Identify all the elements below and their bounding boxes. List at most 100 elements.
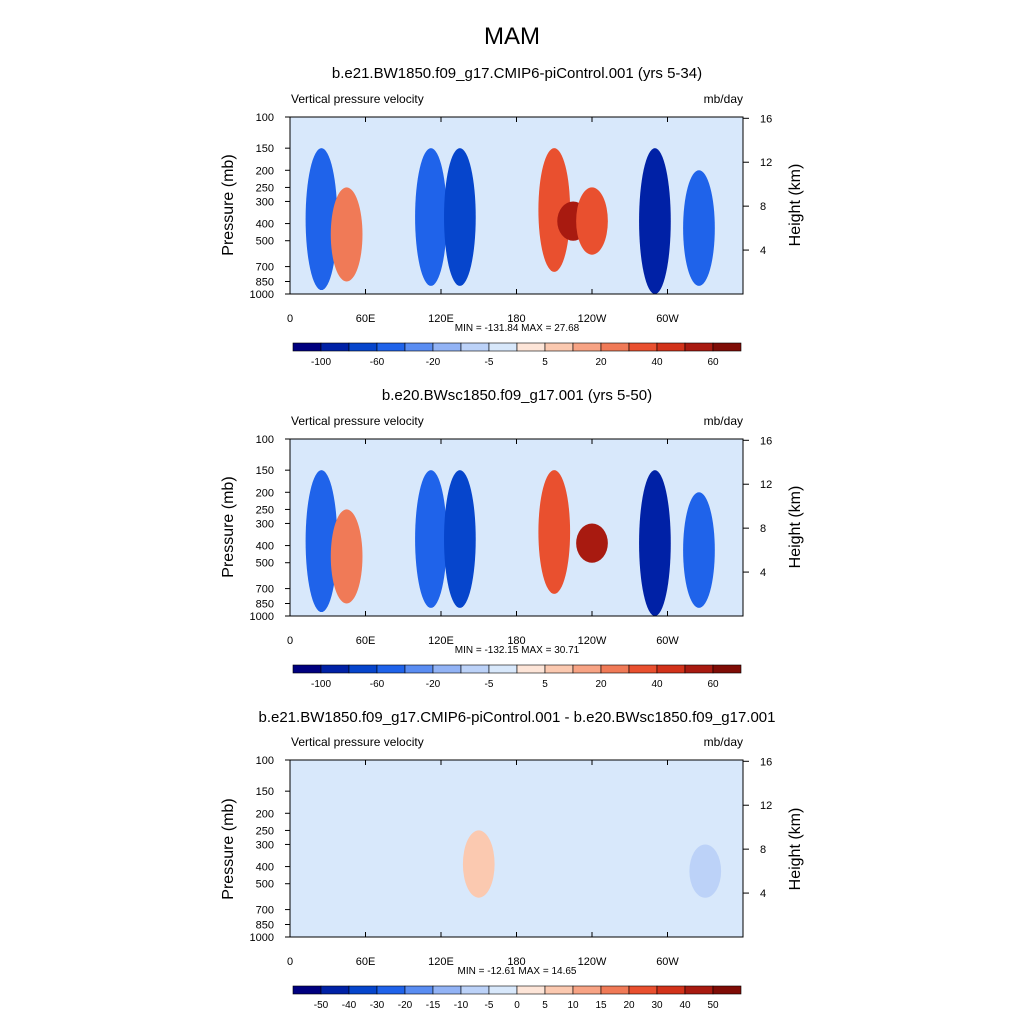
panel-1-field [290, 117, 743, 294]
colorbar-swatch [320, 985, 350, 995]
colorbar-label: 0 [514, 1000, 520, 1011]
right-tick-label: 8 [760, 523, 766, 535]
panel-1-y-axis-label: Pressure (mb) [220, 154, 237, 255]
panel-3-stats: MIN = -12.61 MAX = 14.65 [458, 966, 577, 977]
panel-3-right-ticks: 4 8 12 16 [743, 756, 772, 900]
field-feature-1 [305, 148, 338, 291]
field-feature-9 [683, 170, 715, 286]
colorbar-swatch [684, 342, 714, 352]
panel-1-x-ticks: 0 60E 120E 180 120W 60W [287, 117, 679, 325]
y-tick-label: 400 [256, 219, 274, 231]
colorbar-swatch [712, 342, 742, 352]
panel-2-units-label: mb/day [704, 414, 743, 428]
panel-2-right-axis-label: Height (km) [787, 486, 804, 569]
field-feature-2 [330, 187, 363, 282]
colorbar-label: -5 [485, 1000, 494, 1011]
field-feature-3 [415, 470, 447, 608]
x-tick-label: 120E [428, 313, 454, 325]
x-tick-label: 0 [287, 635, 293, 647]
x-tick-label: 0 [287, 956, 293, 968]
colorbar-swatch [488, 342, 518, 352]
colorbar-swatch [292, 985, 322, 995]
x-tick-label: 60W [656, 635, 679, 647]
colorbar-label: 40 [651, 679, 663, 690]
right-tick-label: 8 [760, 201, 766, 213]
field-feature-3 [576, 856, 608, 892]
colorbar-swatch [628, 985, 658, 995]
panel-3-colorbar: -50 -40 -30 -20 -15 -10 -5 0 5 10 15 20 30 40 50 [292, 985, 742, 1011]
colorbar-swatch [572, 985, 602, 995]
colorbar-swatch [404, 342, 434, 352]
colorbar-label: 30 [651, 1000, 663, 1011]
panel-1: b.e21.BW1850.f09_g17.CMIP6-piControl.001… [220, 65, 804, 368]
right-tick-label: 16 [760, 756, 772, 768]
field-feature-5 [538, 148, 571, 272]
colorbar-swatch [684, 664, 714, 674]
right-tick-label: 16 [760, 435, 772, 447]
x-tick-label: 60W [656, 313, 679, 325]
colorbar-swatch [544, 342, 574, 352]
colorbar-swatch [712, 985, 742, 995]
field-feature-8 [683, 492, 715, 608]
colorbar-swatch [656, 985, 686, 995]
colorbar-swatch [432, 342, 462, 352]
colorbar-label: -50 [314, 1000, 329, 1011]
y-tick-label: 500 [256, 236, 274, 248]
colorbar-label: -15 [426, 1000, 441, 1011]
y-tick-label: 700 [256, 905, 274, 917]
y-tick-label: 400 [256, 862, 274, 874]
x-tick-label: 120E [428, 635, 454, 647]
panel-3-y-axis-label: Pressure (mb) [220, 798, 237, 899]
colorbar-swatch [488, 664, 518, 674]
colorbar-label: 5 [542, 357, 548, 368]
colorbar-swatch [544, 985, 574, 995]
field-feature-2 [330, 509, 363, 604]
panel-2-y-axis-label: Pressure (mb) [220, 476, 237, 577]
colorbar-swatch [628, 664, 658, 674]
y-tick-label: 300 [256, 196, 274, 208]
colorbar-label: -20 [426, 679, 441, 690]
colorbar-swatch [348, 342, 378, 352]
colorbar-label: 15 [595, 1000, 607, 1011]
colorbar-swatch [376, 342, 406, 352]
colorbar-swatch [544, 664, 574, 674]
colorbar-swatch [656, 664, 686, 674]
y-tick-label: 1000 [250, 932, 274, 944]
colorbar-swatch [376, 985, 406, 995]
panel-1-colorbar: -100 -60 -20 -5 5 20 40 60 [292, 342, 742, 368]
colorbar-label: -20 [398, 1000, 413, 1011]
right-tick-label: 4 [760, 888, 766, 900]
panel-2-stats: MIN = -132.15 MAX = 30.71 [455, 645, 580, 656]
colorbar-swatch [348, 985, 378, 995]
y-tick-label: 850 [256, 920, 274, 932]
colorbar-swatch [516, 985, 546, 995]
colorbar-label: 60 [707, 679, 719, 690]
x-tick-label: 60E [356, 635, 376, 647]
y-tick-label: 200 [256, 808, 274, 820]
field-feature-1 [462, 830, 495, 898]
panel-3-x-ticks: 0 60E 120E 180 120W 60W [287, 760, 679, 968]
y-tick-label: 100 [256, 434, 274, 446]
colorbar-label: 60 [707, 357, 719, 368]
y-tick-label: 100 [256, 755, 274, 767]
y-tick-label: 850 [256, 599, 274, 611]
colorbar-swatch [460, 664, 490, 674]
panel-1-right-axis-label: Height (km) [787, 164, 804, 247]
colorbar-label: 40 [679, 1000, 691, 1011]
panel-2: b.e20.BWsc1850.f09_g17.001 (yrs 5-50) Ve… [220, 387, 804, 690]
colorbar-swatch [516, 664, 546, 674]
y-tick-label: 300 [256, 839, 274, 851]
colorbar-label: -5 [485, 679, 494, 690]
colorbar-swatch [712, 664, 742, 674]
panel-2-colorbar: -100 -60 -20 -5 5 20 40 60 [292, 664, 742, 690]
right-tick-label: 12 [760, 157, 772, 169]
panel-3-right-axis-label: Height (km) [787, 808, 804, 891]
y-tick-label: 500 [256, 879, 274, 891]
field-feature-2 [689, 844, 722, 898]
right-tick-label: 12 [760, 479, 772, 491]
colorbar-swatch [600, 664, 630, 674]
right-tick-label: 16 [760, 113, 772, 125]
